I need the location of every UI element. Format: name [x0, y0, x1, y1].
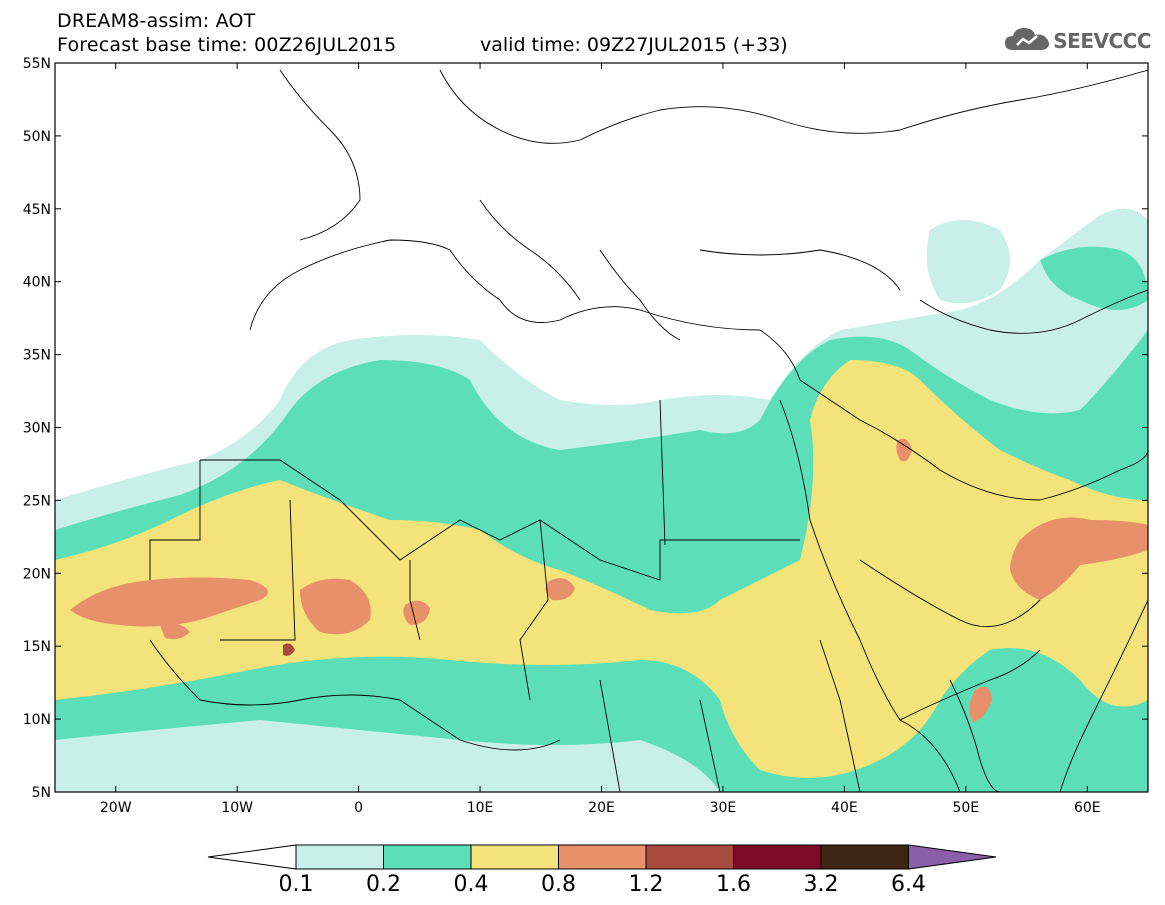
lat-label: 15N — [23, 639, 51, 655]
colorbar-segment — [558, 844, 647, 870]
colorbar-tick-label: 0.4 — [454, 872, 489, 897]
aot-band-0.8-mali — [300, 578, 371, 635]
colorbar-segments — [207, 844, 997, 870]
aot-band-1.2-spot — [283, 643, 295, 656]
colorbar-tick-label: 0.8 — [541, 872, 576, 897]
lat-label: 55N — [23, 56, 51, 72]
lon-label: 50E — [952, 800, 979, 816]
logo-text: SEEVCCC — [1053, 29, 1151, 53]
colorbar-segment — [820, 844, 909, 870]
colorbar-segment — [645, 844, 734, 870]
aot-band-0.8-iraq — [896, 438, 912, 462]
cloud-icon — [1003, 24, 1053, 58]
coastlines-and-borders — [149, 69, 1148, 792]
seevccc-logo: SEEVCCC — [1003, 24, 1151, 58]
lon-label: 20W — [100, 800, 132, 816]
colorbar-segment — [383, 844, 472, 870]
lon-label: 20E — [588, 800, 615, 816]
lat-label: 10N — [23, 712, 51, 728]
lon-label: 60E — [1074, 800, 1101, 816]
forecast-base-time: Forecast base time: 00Z26JUL2015 — [57, 34, 397, 56]
lat-label: 25N — [23, 493, 51, 509]
colorbar-segment — [295, 844, 384, 870]
aot-band-0.8-niger — [403, 600, 430, 625]
aot-band-0.8-chad — [545, 578, 575, 601]
lon-label: 0 — [354, 800, 363, 816]
aot-band-0.8-arabia — [1010, 517, 1148, 600]
colorbar-tick-label: 1.6 — [716, 872, 751, 897]
aot-field — [55, 208, 1148, 792]
colorbar-low-arrow — [207, 844, 297, 870]
colorbar-segment — [470, 844, 559, 870]
aot-band-0.1-gulf — [55, 720, 720, 792]
colorbar-labels: 0.1 0.2 0.4 0.8 1.2 1.6 3.2 6.4 — [279, 872, 927, 897]
aot-band-0.8-senegal — [160, 623, 190, 640]
colorbar-high-arrow — [908, 844, 997, 870]
colorbar-tick-label: 6.4 — [891, 872, 926, 897]
latitude-labels: 55N 50N 45N 40N 35N 30N 25N 20N 15N 10N 5N — [23, 56, 51, 801]
colorbar-tick-label: 0.2 — [366, 872, 401, 897]
longitude-labels: 20W 10W 0 10E 20E 30E 40E 50E 60E — [100, 800, 1101, 816]
lat-label: 20N — [23, 566, 51, 582]
map-frame — [54, 62, 1149, 793]
aot-band-0.2-north — [1040, 246, 1148, 310]
lat-label: 35N — [23, 348, 51, 364]
lon-label: 10W — [221, 800, 253, 816]
map-title: DREAM8-assim: AOT — [57, 10, 256, 32]
colorbar-segment — [733, 844, 822, 870]
colorbar-tick-label: 0.1 — [279, 872, 314, 897]
lat-label: 30N — [23, 421, 51, 437]
lon-label: 10E — [467, 800, 494, 816]
valid-time: valid time: 09Z27JUL2015 (+33) — [480, 34, 788, 56]
colorbar-tick-label: 3.2 — [804, 872, 839, 897]
lat-label: 5N — [32, 785, 51, 801]
lon-label: 40E — [831, 800, 858, 816]
aot-band-0.1-caspian — [926, 220, 1010, 304]
aot-band-0.8-west — [70, 577, 268, 627]
lat-label: 45N — [23, 202, 51, 218]
lon-label: 30E — [710, 800, 737, 816]
aot-band-0.8-somalia — [969, 686, 992, 722]
lat-label: 50N — [23, 129, 51, 145]
lat-label: 40N — [23, 275, 51, 291]
colorbar-tick-label: 1.2 — [629, 872, 664, 897]
